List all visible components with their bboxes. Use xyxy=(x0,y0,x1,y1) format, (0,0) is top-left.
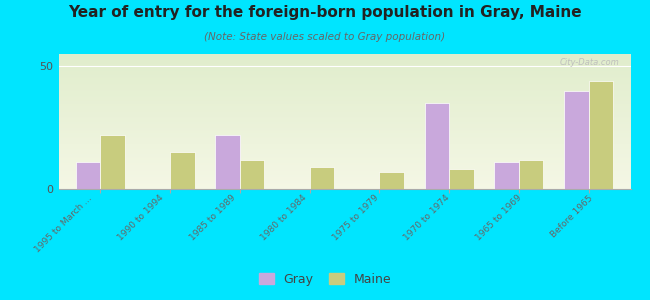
Bar xyxy=(170,152,194,189)
Text: 1990 to 1994: 1990 to 1994 xyxy=(116,194,166,243)
Text: 1975 to 1979: 1975 to 1979 xyxy=(331,194,380,243)
Text: 1965 to 1969: 1965 to 1969 xyxy=(474,194,523,243)
Bar xyxy=(76,162,100,189)
Bar xyxy=(240,160,265,189)
Bar xyxy=(495,162,519,189)
Bar xyxy=(564,91,589,189)
Legend: Gray, Maine: Gray, Maine xyxy=(254,268,396,291)
Bar xyxy=(380,172,404,189)
Bar xyxy=(589,81,613,189)
Bar xyxy=(100,135,125,189)
Text: City-Data.com: City-Data.com xyxy=(559,58,619,67)
Bar xyxy=(449,169,474,189)
Text: 1970 to 1974: 1970 to 1974 xyxy=(402,194,452,243)
Bar xyxy=(215,135,240,189)
Text: Before 1965: Before 1965 xyxy=(549,194,595,239)
Text: 1980 to 1984: 1980 to 1984 xyxy=(259,194,309,243)
Bar xyxy=(424,103,449,189)
Text: 1995 to March ...: 1995 to March ... xyxy=(34,194,94,254)
Text: 1985 to 1989: 1985 to 1989 xyxy=(188,194,237,243)
Bar xyxy=(519,160,543,189)
Text: Year of entry for the foreign-born population in Gray, Maine: Year of entry for the foreign-born popul… xyxy=(68,4,582,20)
Text: (Note: State values scaled to Gray population): (Note: State values scaled to Gray popul… xyxy=(205,32,445,41)
Bar xyxy=(309,167,334,189)
